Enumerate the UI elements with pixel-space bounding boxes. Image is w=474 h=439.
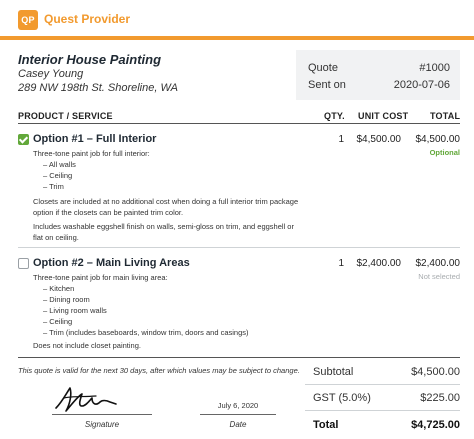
job-title: Interior House Painting xyxy=(18,52,162,67)
quote-label: Quote xyxy=(308,62,338,74)
option-1-note-line-1: Closets are included at no additional co… xyxy=(33,197,299,206)
validity-note: This quote is valid for the next 30 days… xyxy=(18,366,300,375)
list-item: – Trim xyxy=(43,182,64,191)
option-1-total: $4,500.00 xyxy=(415,134,461,145)
top-bar: QP Quest Provider xyxy=(0,0,474,40)
option-2-checkbox[interactable] xyxy=(18,258,29,269)
subtotal-label: Subtotal xyxy=(313,366,354,378)
col-header-qty: QTY. xyxy=(324,111,345,121)
client-name: Casey Young xyxy=(18,68,84,80)
option-2-note: Does not include closet painting. xyxy=(33,341,141,350)
signature-image xyxy=(55,387,117,412)
option-1-finish-line-1: Includes washable eggshell finish on wal… xyxy=(33,222,294,231)
option-2-qty: 1 xyxy=(338,258,344,269)
signature-line xyxy=(52,414,152,415)
item-divider xyxy=(18,247,460,248)
col-header-product: PRODUCT / SERVICE xyxy=(18,111,113,121)
option-1-checkbox[interactable] xyxy=(18,134,29,145)
totals-divider xyxy=(305,410,460,411)
signature-label: Signature xyxy=(84,420,120,429)
sent-on-label: Sent on xyxy=(308,79,346,91)
option-1-intro: Three-tone paint job for full interior: xyxy=(33,149,150,158)
option-2-title: Option #2 – Main Living Areas xyxy=(33,257,190,269)
list-item: – Ceiling xyxy=(43,171,73,180)
totals-divider xyxy=(305,384,460,385)
option-1-title: Option #1 – Full Interior xyxy=(33,133,157,145)
date-line xyxy=(200,414,276,415)
sent-on-date: 2020-07-06 xyxy=(393,79,450,91)
quote-meta-box: Quote #1000 Sent on 2020-07-06 xyxy=(296,50,460,100)
col-header-unit-cost: UNIT COST xyxy=(358,111,409,121)
list-item: – All walls xyxy=(43,160,76,169)
table-header-divider xyxy=(18,123,460,124)
option-2-total: $2,400.00 xyxy=(415,258,461,269)
gst-label: GST (5.0%) xyxy=(313,392,371,404)
option-1-unit-cost: $4,500.00 xyxy=(356,134,402,145)
gst-value: $225.00 xyxy=(420,392,460,404)
list-item: – Dining room xyxy=(43,295,90,304)
list-item: – Ceiling xyxy=(43,317,73,326)
subtotal-value: $4,500.00 xyxy=(411,366,460,378)
brand-logo: QP xyxy=(18,10,38,30)
option-2-status-badge: Not selected xyxy=(418,272,460,281)
total-value: $4,725.00 xyxy=(411,419,460,431)
option-2-intro: Three-tone paint job for main living are… xyxy=(33,273,168,282)
list-item: – Kitchen xyxy=(43,284,75,293)
option-2-unit-cost: $2,400.00 xyxy=(356,258,402,269)
col-header-total: TOTAL xyxy=(430,111,461,121)
list-item: – Living room walls xyxy=(43,306,107,315)
client-address: 289 NW 198th St. Shoreline, WA xyxy=(18,82,178,94)
option-1-finish-line-2: flat on ceiling. xyxy=(33,233,79,242)
option-1-note-line-2: option if the closets can be painted tri… xyxy=(33,208,184,217)
brand-name: Quest Provider xyxy=(44,12,131,26)
total-label: Total xyxy=(313,419,339,431)
signed-date: July 6, 2020 xyxy=(217,401,259,410)
option-1-status-badge: Optional xyxy=(429,148,460,157)
list-item: – Trim (includes baseboards, window trim… xyxy=(43,328,249,337)
items-end-divider xyxy=(18,357,460,358)
quote-number: #1000 xyxy=(419,62,450,74)
date-label: Date xyxy=(229,420,247,429)
option-1-qty: 1 xyxy=(338,134,344,145)
